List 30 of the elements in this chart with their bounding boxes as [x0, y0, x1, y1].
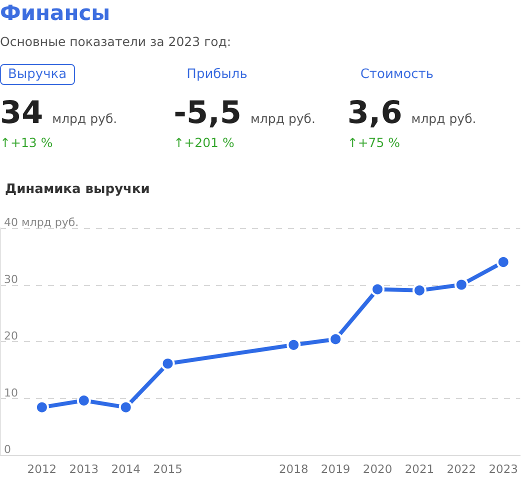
- text: 34: [0, 95, 44, 131]
- text: Выручка: [0, 64, 75, 85]
- x-tick-label: 2022: [446, 462, 476, 476]
- x-tick-label: 2013: [69, 462, 99, 476]
- y-tick-label: 0: [4, 443, 11, 456]
- x-tick-label: 2023: [488, 462, 518, 476]
- text: ↑+201 %: [174, 135, 236, 150]
- y-tick-label: 30: [4, 272, 18, 286]
- x-tick-label: 2015: [153, 462, 182, 476]
- text: Финансы: [0, 0, 112, 25]
- x-tick-label: 2014: [111, 462, 140, 476]
- text: -5,5: [174, 95, 242, 131]
- text: 3,6: [347, 95, 402, 131]
- x-tick-label: 2012: [27, 462, 57, 476]
- y-tick-label: 10: [4, 386, 18, 400]
- x-tick-label: 2020: [362, 462, 392, 476]
- text: млрд руб.: [250, 111, 316, 126]
- text: млрд руб.: [411, 111, 476, 126]
- x-tick-label: 2019: [320, 462, 350, 476]
- text: Прибыль: [186, 66, 248, 84]
- x-tick-label: 2021: [404, 462, 434, 476]
- text: Основные показатели за 2023 год:: [0, 34, 232, 49]
- y-tick-label: 20: [4, 330, 18, 342]
- text: ↑+75 %: [347, 135, 402, 150]
- chart-title: Динамика выручки: [5, 182, 150, 197]
- x-tick-label: 2018: [278, 462, 308, 476]
- text: Стоимость: [359, 66, 435, 84]
- text: млрд руб.: [52, 111, 118, 126]
- text: ↑+13 %: [0, 135, 54, 150]
- y-tick-label: 40 млрд руб.: [4, 216, 79, 229]
